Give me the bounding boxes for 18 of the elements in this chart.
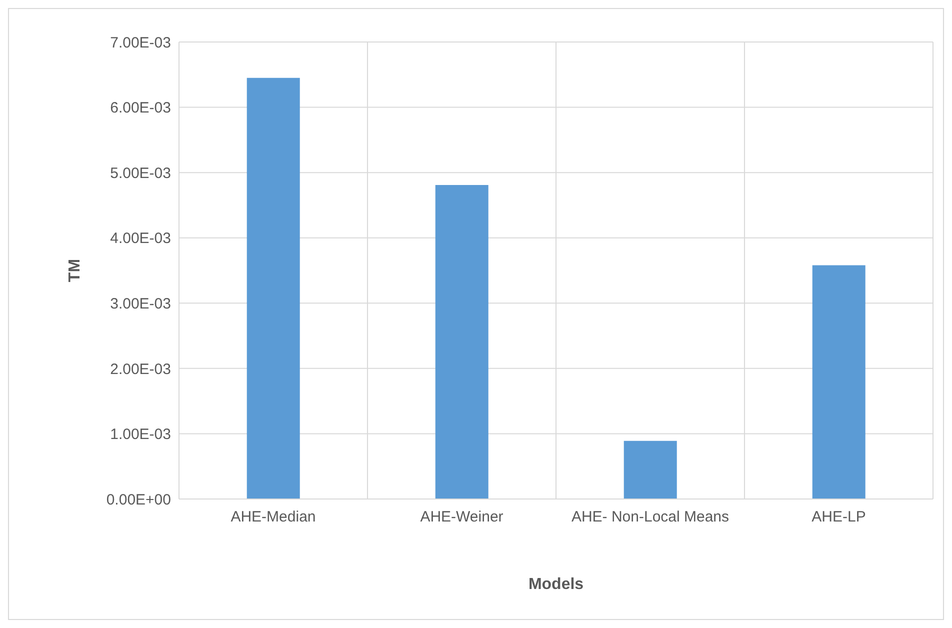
y-tick-label: 7.00E-03 [110, 34, 171, 52]
y-tick-label: 5.00E-03 [110, 164, 171, 182]
y-tick-label: 6.00E-03 [110, 100, 171, 117]
y-tick-label: 2.00E-03 [110, 360, 171, 378]
x-axis-title: Models [528, 576, 584, 593]
y-tick-label: 1.00E-03 [110, 426, 171, 444]
bar [812, 265, 866, 499]
bar [435, 184, 488, 499]
x-tick-label: AHE- Non-Local Means [571, 508, 730, 526]
y-axis-title: TM [66, 258, 84, 282]
y-tick-label: 4.00E-03 [110, 230, 171, 248]
y-tick-label: 3.00E-03 [110, 295, 171, 312]
bar [246, 78, 300, 499]
x-tick-label: AHE-LP [812, 508, 866, 526]
x-tick-label: AHE-Weiner [420, 508, 504, 526]
x-tick-label: AHE-Median [230, 508, 316, 526]
bar [624, 440, 677, 499]
y-tick-label: 0.00E+00 [106, 491, 171, 508]
